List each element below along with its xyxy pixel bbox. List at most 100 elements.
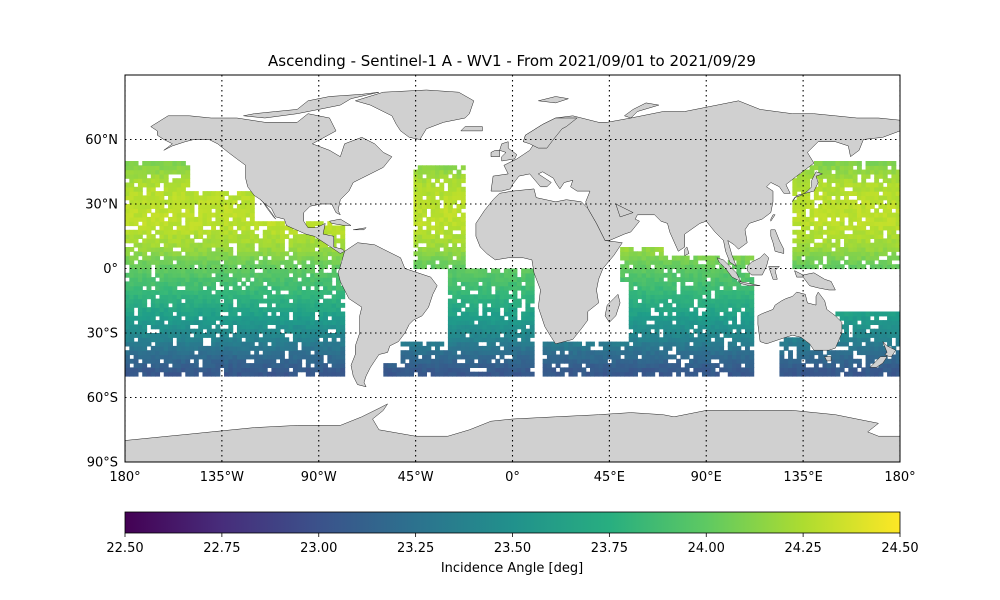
data-pixel: [697, 272, 703, 278]
data-pixel: [202, 255, 208, 261]
data-pixel: [189, 315, 195, 321]
data-pixel: [198, 242, 204, 248]
data-pixel: [292, 371, 298, 377]
data-pixel: [654, 281, 660, 287]
data-pixel: [882, 259, 888, 265]
data-pixel: [465, 290, 471, 295]
data-pixel: [706, 320, 712, 325]
data-pixel: [185, 178, 191, 184]
data-pixel: [499, 324, 505, 330]
data-pixel: [215, 311, 221, 317]
data-pixel: [813, 251, 819, 257]
data-pixel: [137, 363, 143, 368]
data-pixel: [137, 169, 143, 175]
data-pixel: [215, 216, 221, 222]
data-pixel: [667, 315, 673, 321]
data-pixel: [387, 367, 393, 373]
data-pixel: [723, 350, 729, 356]
data-pixel: [710, 350, 716, 356]
data-pixel: [822, 173, 828, 179]
data-pixel: [680, 333, 686, 338]
data-pixel: [245, 264, 251, 270]
data-pixel: [142, 371, 148, 377]
data-pixel: [874, 199, 880, 205]
data-pixel: [224, 264, 229, 270]
data-pixel: [245, 229, 251, 235]
data-pixel: [129, 161, 135, 166]
data-pixel: [568, 363, 574, 368]
data-pixel: [443, 354, 449, 360]
data-pixel: [215, 247, 221, 252]
data-pixel: [878, 345, 884, 351]
data-pixel: [697, 341, 703, 347]
data-pixel: [159, 333, 165, 338]
data-pixel: [572, 350, 578, 356]
data-pixel: [727, 294, 733, 300]
data-pixel: [882, 251, 888, 257]
data-pixel: [133, 199, 139, 205]
data-pixel: [465, 354, 471, 360]
data-pixel: [206, 354, 212, 360]
data-pixel: [525, 285, 531, 291]
data-pixel: [129, 320, 135, 325]
data-pixel: [800, 371, 806, 377]
data-pixel: [215, 371, 221, 377]
data-pixel: [478, 328, 483, 334]
data-pixel: [615, 358, 621, 364]
data-pixel: [874, 161, 880, 166]
data-pixel: [224, 298, 229, 304]
data-pixel: [887, 311, 892, 317]
data-pixel: [211, 281, 217, 287]
data-pixel: [133, 238, 139, 244]
data-pixel: [176, 315, 182, 321]
data-pixel: [280, 358, 285, 364]
data-pixel: [125, 324, 130, 330]
data-pixel: [469, 324, 475, 330]
data-pixel: [137, 302, 143, 308]
data-pixel: [172, 354, 178, 360]
data-pixel: [865, 182, 871, 188]
data-pixel: [667, 311, 673, 317]
data-pixel: [831, 259, 837, 265]
data-pixel: [874, 229, 880, 235]
data-pixel: [882, 216, 888, 222]
data-pixel: [482, 363, 488, 368]
data-pixel: [667, 259, 673, 265]
data-pixel: [555, 371, 561, 377]
data-pixel: [133, 363, 139, 368]
data-pixel: [508, 337, 514, 343]
data-pixel: [391, 363, 397, 368]
data-pixel: [839, 199, 845, 205]
data-pixel: [292, 268, 298, 274]
data-pixel: [249, 345, 255, 351]
data-pixel: [620, 251, 626, 257]
data-pixel: [624, 268, 630, 274]
data-pixel: [232, 294, 238, 300]
data-pixel: [314, 272, 320, 278]
data-pixel: [202, 324, 208, 330]
data-pixel: [689, 320, 694, 325]
data-pixel: [869, 186, 875, 192]
data-pixel: [439, 195, 445, 201]
data-pixel: [258, 221, 264, 227]
data-pixel: [262, 341, 268, 347]
data-pixel: [236, 333, 242, 338]
data-pixel: [689, 363, 694, 368]
data-pixel: [452, 315, 458, 321]
data-pixel: [745, 328, 750, 334]
data-pixel: [831, 229, 837, 235]
data-pixel: [310, 367, 316, 373]
data-pixel: [749, 307, 755, 313]
data-pixel: [318, 320, 324, 325]
data-pixel: [495, 333, 501, 338]
data-pixel: [658, 337, 664, 343]
data-pixel: [267, 315, 272, 321]
data-pixel: [159, 337, 165, 343]
data-pixel: [133, 195, 139, 201]
data-pixel: [495, 337, 501, 343]
data-pixel: [796, 238, 802, 244]
data-pixel: [249, 328, 255, 334]
data-pixel: [340, 294, 346, 300]
data-pixel: [813, 186, 819, 192]
data-pixel: [852, 315, 858, 321]
